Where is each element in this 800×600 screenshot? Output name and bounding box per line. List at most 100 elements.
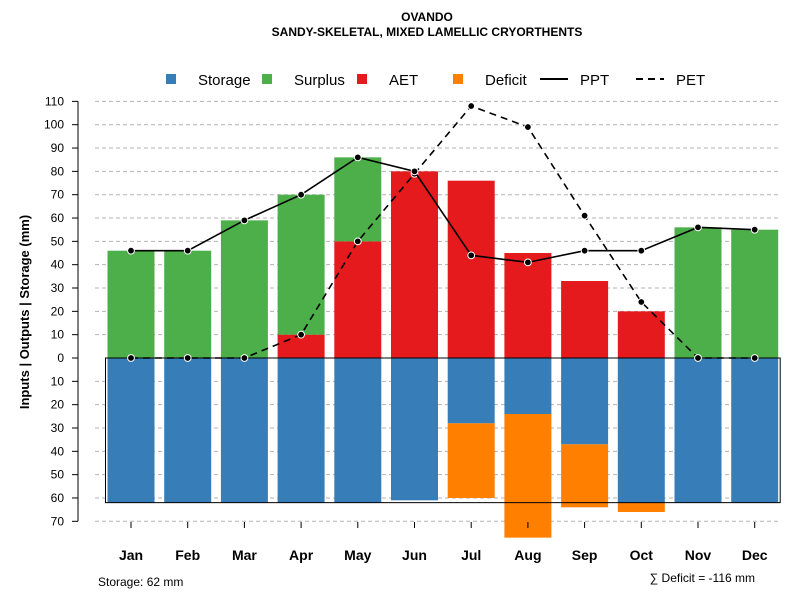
legend: Storage Surplus AET Deficit PPT PET [166, 72, 705, 89]
x-tick-label: Apr [289, 547, 314, 563]
pet-point [127, 354, 135, 362]
ppt-point [183, 246, 192, 255]
deficit-bar [617, 502, 665, 512]
storage-bar [447, 358, 495, 424]
ppt-point [353, 153, 362, 162]
legend-swatch [453, 74, 463, 84]
surplus-bar [107, 250, 155, 358]
storage-bar [731, 358, 779, 503]
surplus-bar [674, 227, 722, 358]
pet-point [297, 330, 306, 339]
aet-bar [334, 241, 382, 358]
y-tick-label: 10 [51, 374, 65, 388]
legend-label: Surplus [294, 72, 345, 89]
legend-label: AET [389, 72, 418, 89]
ppt-point [410, 167, 419, 176]
y-tick-label: 10 [51, 328, 65, 342]
storage-footnote: Storage: 62 mm [98, 575, 183, 589]
deficit-bar [504, 413, 552, 538]
legend-swatch [262, 74, 272, 84]
aet-bar [561, 281, 609, 358]
surplus-bar [334, 157, 382, 242]
storage-bar [334, 358, 382, 503]
y-tick-label: 60 [51, 211, 65, 225]
x-tick-label: Jun [402, 547, 427, 563]
ppt-point [750, 225, 759, 234]
aet-bar [277, 334, 325, 358]
aet-bar [447, 180, 495, 358]
y-tick-label: 60 [51, 491, 65, 505]
legend-label: Deficit [485, 72, 528, 89]
x-axis: Jan Feb Mar Apr May Jun Jul Aug Sep Oct Nov Dec [119, 522, 768, 563]
aet-bar [617, 311, 665, 358]
x-tick-label: Aug [514, 547, 541, 563]
chart-subtitle: SANDY-SKELETAL, MIXED LAMELLIC CRYORTHEN… [272, 25, 583, 39]
storage-bar [617, 358, 665, 503]
x-tick-label: Oct [630, 547, 654, 563]
storage-bar [561, 358, 609, 445]
x-tick-label: Jul [461, 547, 481, 563]
y-tick-label: 70 [51, 188, 65, 202]
pet-point [524, 123, 532, 131]
y-tick-label: 20 [51, 398, 65, 412]
y-tick-label: 0 [57, 351, 64, 365]
y-tick-label: 50 [51, 468, 65, 482]
y-tick-label: 90 [51, 141, 65, 155]
storage-bar [391, 358, 438, 501]
legend-label: PPT [580, 72, 609, 89]
ppt-point [467, 251, 476, 260]
pet-point [580, 211, 589, 220]
surplus-bar [220, 220, 268, 358]
pet-point [637, 298, 646, 306]
surplus-bar [277, 194, 325, 335]
storage-bar [504, 358, 552, 414]
ppt-line [131, 156, 755, 264]
ppt-point [297, 190, 306, 199]
storage-bar [107, 358, 155, 503]
y-axis-label: Inputs | Outputs | Storage (mm) [17, 215, 32, 409]
legend-label: PET [676, 72, 705, 89]
pet-point [694, 354, 702, 362]
bars [105, 157, 781, 538]
deficit-total: ∑ Deficit = -116 mm [650, 571, 755, 585]
ppt-point [524, 258, 532, 267]
storage-bar [220, 358, 268, 503]
legend-swatch [166, 74, 176, 84]
aet-bar [504, 253, 552, 358]
y-tick-label: 100 [44, 118, 64, 132]
ppt-point [580, 246, 589, 255]
ppt-point [694, 223, 702, 232]
pet-point [750, 354, 759, 362]
lines [127, 102, 759, 362]
legend-swatch [357, 74, 367, 84]
deficit-bar [447, 423, 495, 498]
ppt-point [240, 216, 249, 225]
y-tick-label: 110 [45, 94, 64, 108]
x-tick-label: Dec [742, 547, 768, 563]
x-tick-label: Jan [119, 547, 143, 563]
y-tick-label: 20 [51, 304, 65, 318]
ppt-point [637, 246, 646, 255]
legend-label: Storage [198, 72, 251, 89]
y-tick-label: 30 [51, 421, 65, 435]
pet-point [183, 354, 192, 362]
y-tick-label: 40 [51, 444, 65, 458]
deficit-bar [561, 444, 609, 508]
x-tick-label: Mar [232, 547, 257, 563]
storage-bar [277, 358, 325, 503]
x-tick-label: May [344, 547, 371, 563]
storage-bar [164, 358, 212, 503]
y-tick-label: 40 [51, 258, 65, 272]
x-tick-label: Feb [175, 547, 200, 563]
surplus-bar [731, 229, 779, 358]
x-tick-label: Nov [685, 547, 712, 563]
storage-capacity-outline [105, 357, 781, 504]
y-tick-label: 50 [51, 234, 65, 248]
ppt-point [127, 246, 135, 255]
chart-title: OVANDO [401, 10, 453, 24]
pet-point [467, 102, 476, 110]
y-tick-label: 30 [51, 281, 65, 295]
surplus-bar [164, 250, 212, 358]
